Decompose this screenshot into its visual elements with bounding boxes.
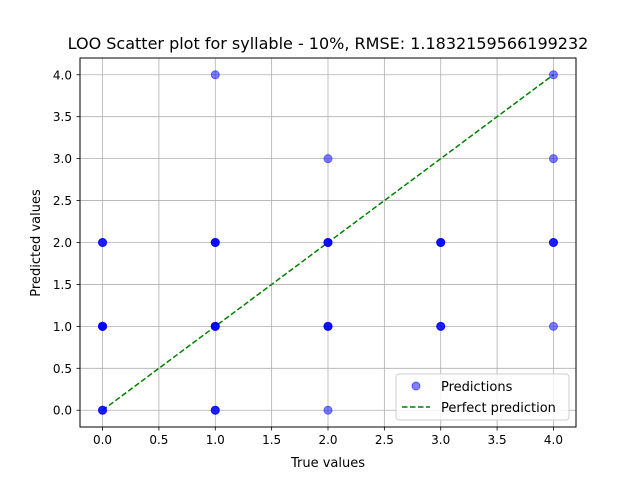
prediction-point (98, 238, 108, 247)
prediction-point (323, 238, 333, 247)
y-tick-label: 1.5 (53, 278, 72, 292)
legend-box (395, 373, 570, 421)
chart-title: LOO Scatter plot for syllable - 10%, RMS… (68, 34, 589, 53)
prediction-point (323, 321, 333, 331)
y-tick-label: 0.5 (53, 362, 72, 376)
prediction-point (548, 154, 558, 164)
legend: Predictions Perfect prediction (395, 373, 570, 421)
prediction-point (210, 321, 220, 331)
points-layer (98, 70, 558, 415)
prediction-point (210, 238, 220, 247)
prediction-point (210, 70, 220, 80)
y-tick-label: 2.0 (53, 236, 72, 250)
prediction-point (436, 321, 446, 331)
x-tick-label: 2.0 (318, 433, 337, 447)
prediction-point (548, 238, 558, 247)
prediction-point (323, 154, 333, 164)
prediction-point (98, 405, 108, 415)
y-tick-label: 2.5 (53, 194, 72, 208)
y-tick-label: 4.0 (53, 68, 72, 82)
y-tick-label: 3.0 (53, 152, 72, 166)
x-tick-label: 4.0 (544, 433, 563, 447)
y-tick-label: 0.0 (53, 404, 72, 418)
y-tick-label: 1.0 (53, 320, 72, 334)
prediction-point (548, 321, 558, 331)
legend-predictions-marker (411, 381, 421, 391)
prediction-point (548, 70, 558, 80)
x-axis-ticks: 0.0 0.5 1.0 1.5 2.0 2.5 3.0 3.5 4.0 (93, 427, 563, 447)
prediction-point (210, 405, 220, 415)
x-tick-label: 0.0 (93, 433, 112, 447)
legend-perfect-prediction-label: Perfect prediction (441, 401, 556, 416)
x-tick-label: 2.5 (375, 433, 394, 447)
x-tick-label: 1.5 (262, 433, 281, 447)
x-tick-label: 3.0 (431, 433, 450, 447)
legend-predictions-label: Predictions (441, 380, 513, 395)
prediction-point (98, 321, 108, 331)
x-tick-label: 3.5 (488, 433, 507, 447)
y-axis-ticks: 0.0 0.5 1.0 1.5 2.0 2.5 3.0 3.5 4.0 (53, 68, 80, 418)
y-axis-label: Predicted values (29, 189, 44, 297)
prediction-point (323, 405, 333, 415)
x-axis-label: True values (290, 456, 365, 471)
prediction-point (436, 238, 446, 247)
x-tick-label: 0.5 (149, 433, 168, 447)
y-tick-label: 3.5 (53, 110, 72, 124)
x-tick-label: 1.0 (206, 433, 225, 447)
